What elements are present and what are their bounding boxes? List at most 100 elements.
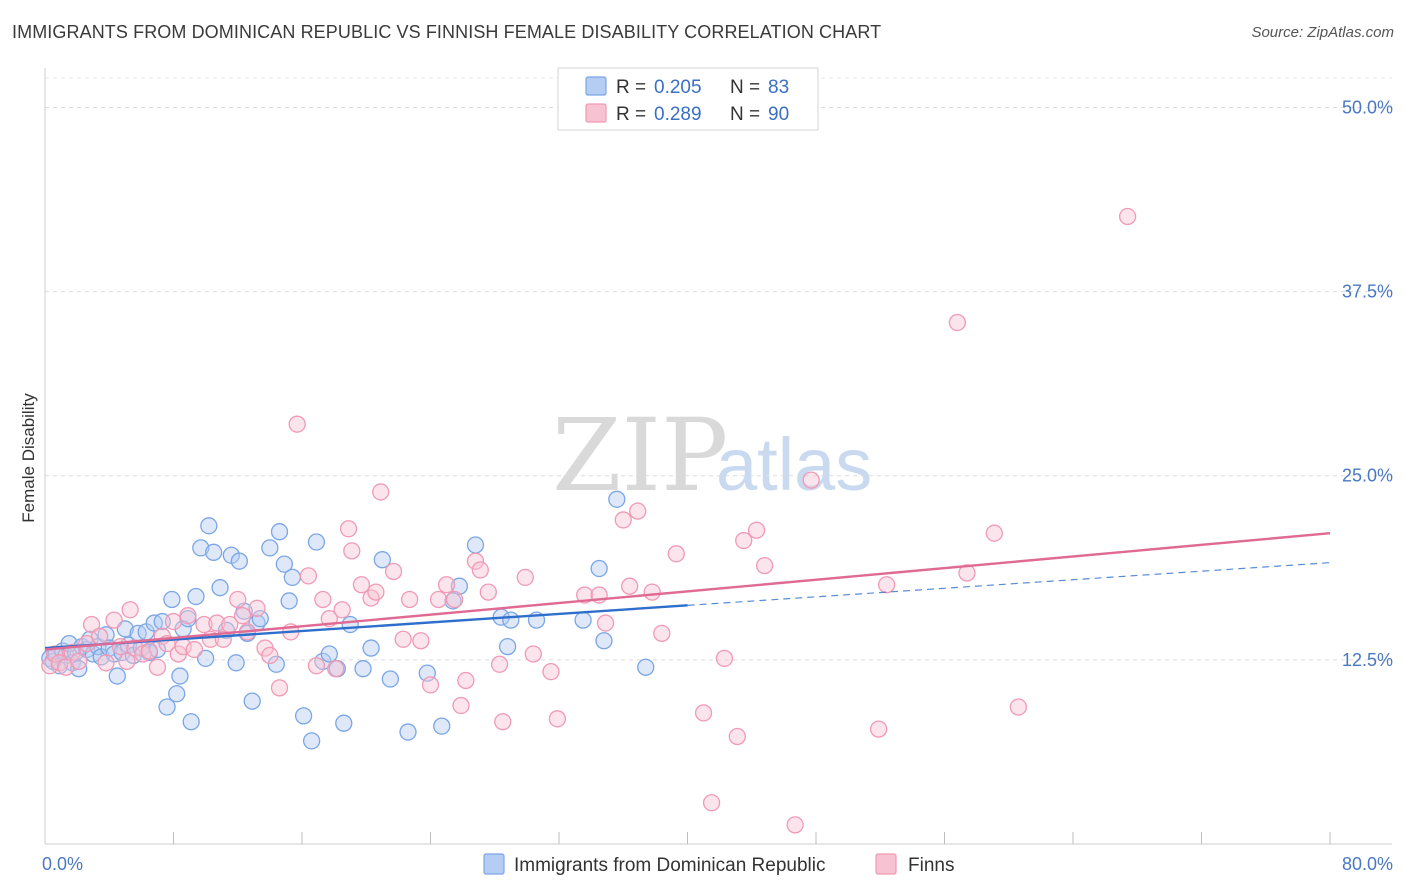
watermark-zip: ZIP (552, 397, 728, 514)
y-tick-label: 25.0% (1342, 466, 1393, 486)
data-point (192, 539, 210, 557)
data-point (352, 576, 371, 594)
data-point (229, 590, 247, 609)
x-tick-labels: 0.0% 80.0% (42, 854, 1393, 874)
data-point (608, 490, 626, 508)
data-point (524, 645, 542, 663)
data-point (233, 607, 252, 625)
data-point (163, 590, 181, 609)
data-point (381, 670, 399, 688)
y-tick-label: 50.0% (1342, 97, 1393, 117)
x-tick-label: 80.0% (1342, 854, 1393, 874)
data-point (755, 556, 774, 575)
data-point (452, 696, 470, 715)
series-finns-points (41, 207, 1137, 834)
data-point (614, 511, 632, 529)
legend: R = 0.205 N = 83 R = 0.289 N = 90 (557, 67, 819, 131)
axes (44, 68, 1392, 845)
data-point (307, 533, 326, 551)
data-point (302, 732, 321, 750)
data-point (728, 727, 746, 746)
data-point (307, 657, 326, 675)
legend-swatch-dominican (585, 76, 607, 96)
data-point (283, 568, 302, 587)
data-point (445, 590, 464, 609)
grid-lines (45, 77, 1392, 661)
data-point (502, 611, 520, 629)
legend-n-value: 90 (768, 104, 789, 125)
data-point (367, 583, 385, 601)
data-point (339, 520, 358, 538)
data-point (702, 794, 721, 812)
data-point (196, 649, 215, 668)
data-point (105, 611, 123, 629)
data-point (90, 627, 109, 645)
legend-swatch-finns (585, 103, 607, 123)
data-point (542, 663, 560, 681)
data-point (168, 685, 186, 703)
data-point (394, 630, 412, 648)
data-point (494, 713, 512, 731)
data-point (251, 609, 269, 628)
data-point (948, 313, 966, 332)
data-point (490, 655, 509, 673)
data-point (466, 536, 485, 554)
data-point (466, 552, 485, 570)
legend-r-label: R = (616, 77, 646, 98)
data-point (372, 483, 390, 501)
data-point (574, 611, 592, 629)
data-point (205, 543, 223, 561)
data-point (576, 586, 594, 604)
data-point (179, 607, 197, 625)
data-point (335, 714, 353, 732)
legend-r-value: 0.289 (654, 104, 702, 125)
data-point (629, 502, 647, 520)
data-point (108, 667, 126, 685)
series-legend-swatch-finns (875, 853, 897, 875)
y-tick-labels: 12.5% 25.0% 37.5% 50.0% (1342, 97, 1393, 669)
data-point (590, 559, 608, 578)
data-point (786, 816, 804, 834)
data-point (621, 577, 639, 595)
data-point (437, 576, 456, 594)
data-point (140, 642, 159, 660)
data-point (182, 713, 200, 731)
data-point (333, 601, 351, 619)
y-tick-label: 12.5% (1342, 650, 1393, 670)
data-point (275, 555, 293, 573)
data-point (267, 655, 285, 673)
data-point (643, 583, 661, 601)
data-point (230, 552, 249, 570)
data-point (82, 615, 101, 634)
data-point (450, 577, 469, 595)
y-tick-label: 37.5% (1342, 282, 1393, 302)
data-point (243, 692, 261, 710)
data-point (516, 568, 534, 587)
data-point (471, 561, 489, 579)
data-point (869, 720, 888, 738)
watermark: ZIP atlas (552, 397, 872, 514)
data-point (327, 660, 345, 678)
data-point (429, 590, 448, 609)
data-point (195, 615, 213, 634)
data-point (288, 415, 306, 433)
data-point (208, 614, 226, 632)
data-point (384, 562, 403, 581)
data-point (878, 576, 896, 594)
watermark-atlas: atlas (716, 423, 872, 506)
legend-n-value: 83 (768, 77, 789, 98)
data-point (802, 471, 820, 489)
data-point (1009, 698, 1028, 716)
series-legend-swatch-dominican (483, 853, 505, 875)
data-point (747, 521, 766, 539)
data-point (341, 615, 359, 634)
data-point (498, 637, 517, 656)
data-point (421, 676, 440, 694)
data-point (400, 590, 419, 609)
data-point (171, 667, 189, 685)
data-point (121, 601, 139, 619)
data-point (185, 640, 204, 659)
data-point (457, 671, 475, 690)
data-point (148, 658, 167, 676)
trend-lines (44, 531, 1331, 651)
